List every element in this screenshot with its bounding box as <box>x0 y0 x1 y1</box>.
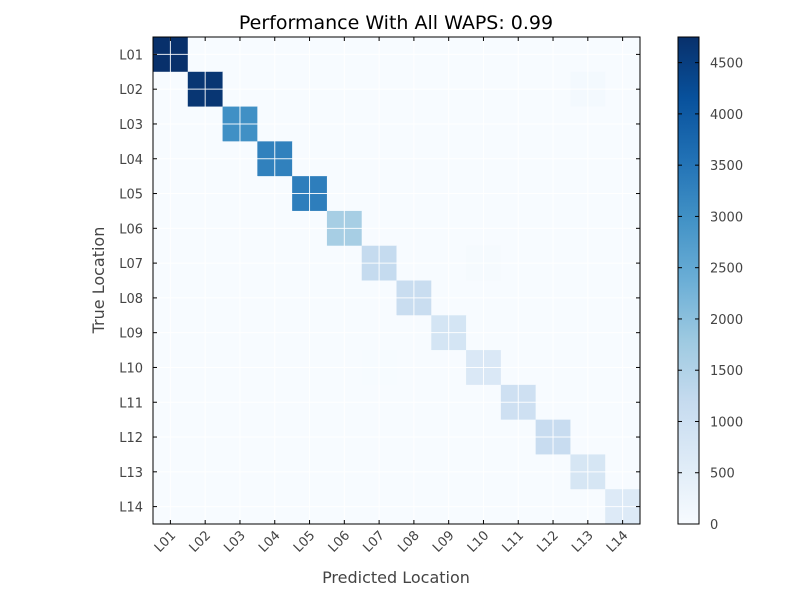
y-tick-labels: L01 L02 L03 L04 L05 L06 L07 L08 L09 L10 L11 L12 L13 L… <box>119 48 640 516</box>
y-tick-label: L10 <box>119 361 143 376</box>
colorbar-ticks: 0 500 1000 1500 2000 2500 3000 3500 4000 4500 <box>678 57 743 533</box>
y-tick-label: L09 <box>119 327 143 342</box>
y-tick-label: L06 <box>119 222 143 237</box>
colorbar-tick-label: 1500 <box>710 364 743 379</box>
colorbar-tick-label: 4000 <box>710 108 743 123</box>
x-tick-label: L05 <box>291 528 318 555</box>
colorbar-tick-label: 500 <box>710 467 735 482</box>
y-tick-label: L11 <box>119 396 143 411</box>
x-tick-label: L12 <box>534 528 561 555</box>
colorbar-tick-label: 3500 <box>710 159 743 174</box>
heatmap-cells <box>153 37 641 525</box>
chart-title: Performance With All WAPS: 0.99 <box>239 12 553 34</box>
y-axis-label: True Location <box>89 227 108 335</box>
colorbar <box>677 36 700 525</box>
plot-frame <box>152 36 641 525</box>
x-tick-label: L09 <box>430 528 457 555</box>
colorbar-tick-label: 1000 <box>710 415 743 430</box>
colorbar-tick-label: 3000 <box>710 210 743 225</box>
x-tick-label: L07 <box>361 528 388 555</box>
y-tick-label: L03 <box>119 118 143 133</box>
y-tick-label: L07 <box>119 257 143 272</box>
x-tick-label: L03 <box>221 528 248 555</box>
x-tick-label: L10 <box>465 528 492 555</box>
x-tick-label: L04 <box>256 528 283 555</box>
x-tick-label: L01 <box>152 528 179 555</box>
x-axis-label: Predicted Location <box>322 568 470 587</box>
colorbar-tick-label: 4500 <box>710 57 743 72</box>
x-tick-label: L02 <box>187 528 214 555</box>
y-tick-label: L14 <box>119 501 143 516</box>
colorbar-tick-label: 2000 <box>710 313 743 328</box>
y-tick-label: L02 <box>119 83 143 98</box>
y-tick-label: L05 <box>119 188 143 203</box>
x-tick-label: L14 <box>604 528 631 555</box>
x-tick-label: L13 <box>569 528 596 555</box>
x-tick-label: L11 <box>500 528 527 555</box>
y-tick-label: L08 <box>119 292 143 307</box>
y-tick-label: L04 <box>119 153 143 168</box>
colorbar-tick-label: 2500 <box>710 262 743 277</box>
y-tick-label: L01 <box>119 48 143 63</box>
x-tick-label: L06 <box>326 528 353 555</box>
x-tick-label: L08 <box>395 528 422 555</box>
y-tick-label: L13 <box>119 466 143 481</box>
y-tick-label: L12 <box>119 431 143 446</box>
colorbar-tick-label: 0 <box>710 518 718 533</box>
grid-lines <box>153 37 640 524</box>
